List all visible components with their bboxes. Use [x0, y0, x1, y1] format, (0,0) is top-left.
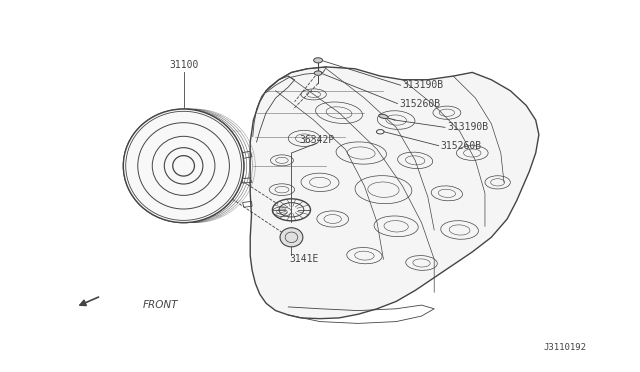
Text: 315260B: 315260B — [399, 99, 440, 109]
Text: 36342P: 36342P — [300, 135, 335, 145]
Circle shape — [314, 58, 323, 63]
Text: 31100: 31100 — [169, 60, 198, 70]
Text: 313190B: 313190B — [403, 80, 444, 90]
Ellipse shape — [379, 114, 388, 119]
Polygon shape — [250, 67, 539, 319]
Circle shape — [314, 71, 322, 76]
Text: 313190B: 313190B — [447, 122, 488, 132]
Text: FRONT: FRONT — [142, 300, 178, 310]
Ellipse shape — [124, 109, 244, 223]
Text: 3141E: 3141E — [289, 254, 319, 264]
Text: J3110192: J3110192 — [543, 343, 586, 352]
Ellipse shape — [280, 228, 303, 247]
Text: 315260B: 315260B — [440, 141, 482, 151]
